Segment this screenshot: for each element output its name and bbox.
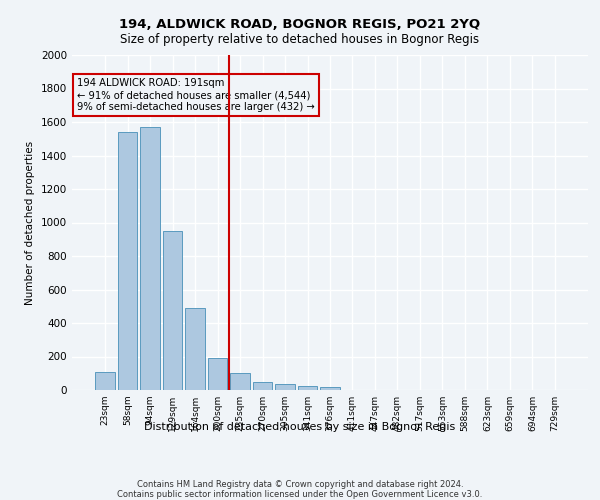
Bar — [95, 372, 115, 390]
Bar — [253, 382, 272, 390]
Bar — [275, 384, 295, 390]
Bar — [230, 373, 250, 390]
Text: Contains HM Land Registry data © Crown copyright and database right 2024.
Contai: Contains HM Land Registry data © Crown c… — [118, 480, 482, 500]
Bar — [185, 308, 205, 390]
Y-axis label: Number of detached properties: Number of detached properties — [25, 140, 35, 304]
Bar — [118, 132, 137, 390]
Text: Distribution of detached houses by size in Bognor Regis: Distribution of detached houses by size … — [145, 422, 455, 432]
Bar — [320, 388, 340, 390]
Bar — [298, 386, 317, 390]
Bar — [163, 231, 182, 390]
Text: Size of property relative to detached houses in Bognor Regis: Size of property relative to detached ho… — [121, 32, 479, 46]
Bar — [140, 127, 160, 390]
Text: 194 ALDWICK ROAD: 191sqm
← 91% of detached houses are smaller (4,544)
9% of semi: 194 ALDWICK ROAD: 191sqm ← 91% of detach… — [77, 78, 315, 112]
Text: 194, ALDWICK ROAD, BOGNOR REGIS, PO21 2YQ: 194, ALDWICK ROAD, BOGNOR REGIS, PO21 2Y… — [119, 18, 481, 30]
Bar — [208, 358, 227, 390]
